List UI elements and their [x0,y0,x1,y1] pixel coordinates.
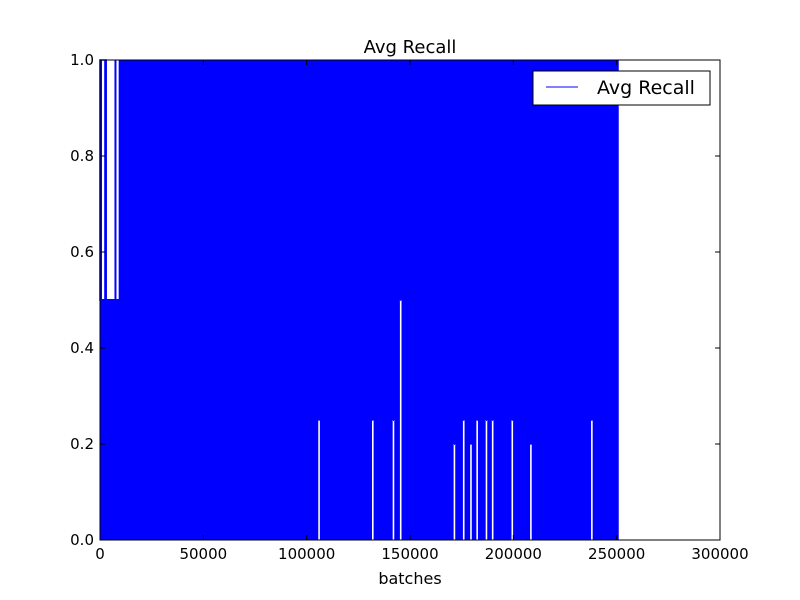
x-tick-label-6: 300000 [691,545,748,563]
y-tick-label-2: 0.4 [70,339,94,357]
x-tick-label-0: 0 [95,545,105,563]
y-tick-label-5: 1.0 [70,51,94,69]
y-tick-label-4: 0.8 [70,147,94,165]
series-low-band [100,300,121,540]
legend-box [532,70,711,106]
y-tick-label-3: 0.6 [70,243,94,261]
y-tick-label-1: 0.2 [70,435,94,453]
x-tick-label-4: 200000 [485,545,542,563]
y-tick-label-0: 0.0 [70,531,94,549]
x-tick-label-5: 250000 [588,545,645,563]
x-tick-label-1: 50000 [179,545,227,563]
series-main-band [118,60,619,540]
x-tick-label-2: 100000 [278,545,335,563]
x-axis-label: batches [378,569,441,588]
chart-title: Avg Recall [364,37,457,58]
series-early-spike-3 [114,60,117,300]
legend-label: Avg Recall [597,77,695,99]
x-tick-label-3: 150000 [381,545,438,563]
